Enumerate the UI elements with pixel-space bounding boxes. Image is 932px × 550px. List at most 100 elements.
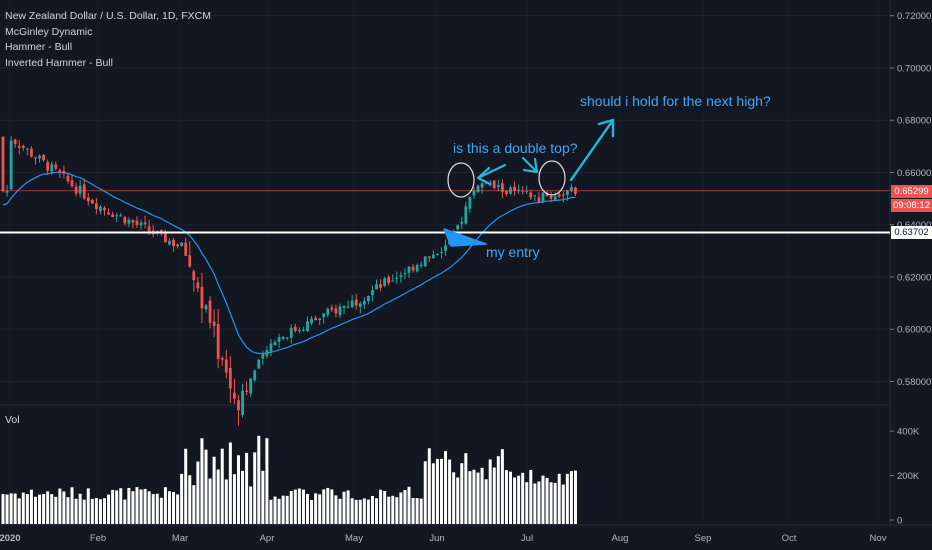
volume-bar	[236, 455, 240, 524]
candle-body	[111, 214, 115, 218]
candle-body	[34, 157, 37, 159]
volume-bar	[456, 477, 460, 524]
candle-body	[159, 230, 163, 232]
volume-bar	[468, 471, 472, 524]
volume-bar	[257, 435, 261, 524]
candle-body	[184, 242, 188, 256]
candle-body	[164, 231, 167, 243]
time-tick-label: Nov	[870, 533, 887, 544]
candle-body	[237, 400, 240, 411]
candles	[1, 136, 577, 426]
candle-body	[70, 180, 74, 187]
candle-body	[537, 197, 541, 203]
volume-bar	[253, 452, 257, 524]
candle-body	[107, 212, 110, 215]
candle-body	[541, 192, 545, 202]
candle-body	[375, 284, 378, 290]
volume-bar	[509, 471, 512, 524]
price-tick-label: 0.58000	[897, 377, 931, 388]
volume-bar	[306, 493, 309, 524]
price-tick-label: 0.70000	[897, 63, 931, 74]
candle-body	[82, 184, 86, 199]
candle-body	[168, 240, 171, 245]
candle-body	[354, 299, 358, 306]
candle-body	[436, 253, 439, 255]
volume-bar	[411, 498, 415, 524]
volume-bar	[78, 493, 82, 524]
candle-body	[131, 220, 135, 223]
volume-bar	[74, 498, 78, 524]
volume-bar	[415, 498, 419, 524]
candle-body	[431, 254, 435, 259]
volume-bar	[273, 496, 277, 524]
volume-bar	[293, 489, 297, 524]
volume-bar	[297, 488, 301, 524]
candle-body	[476, 185, 480, 193]
volume-bar	[107, 494, 111, 524]
volume-bar	[460, 463, 464, 524]
volume-bar	[212, 456, 216, 524]
volume-bar	[375, 498, 379, 524]
volume-bar	[285, 495, 289, 524]
volume-bar	[228, 442, 232, 524]
volume-bars	[1, 435, 577, 524]
volume-bar	[172, 492, 176, 524]
symbol-title[interactable]: New Zealand Dollar / U.S. Dollar, 1D, FX…	[5, 10, 211, 22]
volume-bar	[423, 461, 427, 524]
price-tick-label: 0.64000	[897, 220, 931, 231]
indicator-inverted-hammer[interactable]: Inverted Hammer - Bull	[5, 56, 113, 69]
volume-bar	[310, 499, 314, 524]
candle-body	[54, 164, 58, 169]
candle-body	[350, 300, 354, 308]
volume-bar	[521, 472, 525, 524]
candle-body	[123, 217, 127, 224]
candle-body	[228, 368, 232, 389]
volume-label[interactable]: Vol	[5, 414, 20, 426]
candle-body	[265, 350, 269, 357]
candle-body	[78, 185, 82, 194]
candle-body	[322, 313, 326, 318]
candle-body	[505, 190, 508, 194]
volume-bar	[476, 472, 480, 524]
candle-body	[460, 221, 464, 224]
mcginley-dynamic-line	[2, 171, 576, 355]
volume-bar	[261, 470, 265, 524]
volume-bar	[98, 499, 102, 524]
volume-bar	[362, 498, 366, 524]
volume-bar	[208, 478, 212, 524]
volume-bar	[370, 495, 374, 524]
time-tick-label: Oct	[782, 533, 797, 544]
candle-body	[172, 239, 175, 246]
volume-bar	[123, 499, 127, 524]
volume-bar	[439, 458, 443, 524]
indicator-mcginley[interactable]: McGinley Dynamic	[5, 25, 93, 38]
volume-bar	[545, 477, 549, 524]
volume-bar	[131, 491, 135, 524]
volume-bar	[176, 494, 180, 524]
volume-bar	[111, 489, 115, 524]
candle-body	[90, 199, 94, 204]
candle-body	[119, 215, 123, 217]
volume-bar	[504, 470, 508, 524]
volume-bar	[472, 469, 476, 524]
volume-bar	[391, 495, 395, 524]
indicator-hammer[interactable]: Hammer - Bull	[5, 41, 73, 53]
volume-bar	[277, 498, 281, 524]
volume-bar	[427, 448, 431, 524]
candle-body	[220, 358, 224, 360]
volume-bar	[569, 471, 573, 524]
horizontal-lines	[0, 190, 890, 234]
volume-bar	[46, 491, 50, 524]
candle-body	[273, 341, 277, 346]
candle-body	[326, 309, 330, 315]
circle-second-top	[538, 160, 566, 196]
candle-body	[50, 164, 54, 172]
annotation-entry: my entry	[486, 244, 540, 260]
volume-bar	[143, 488, 147, 524]
volume-bar	[265, 438, 269, 524]
volume-bar	[480, 467, 484, 524]
arrow-to-first-top	[476, 163, 507, 186]
candle-body	[415, 265, 419, 272]
candle-body	[314, 317, 318, 321]
